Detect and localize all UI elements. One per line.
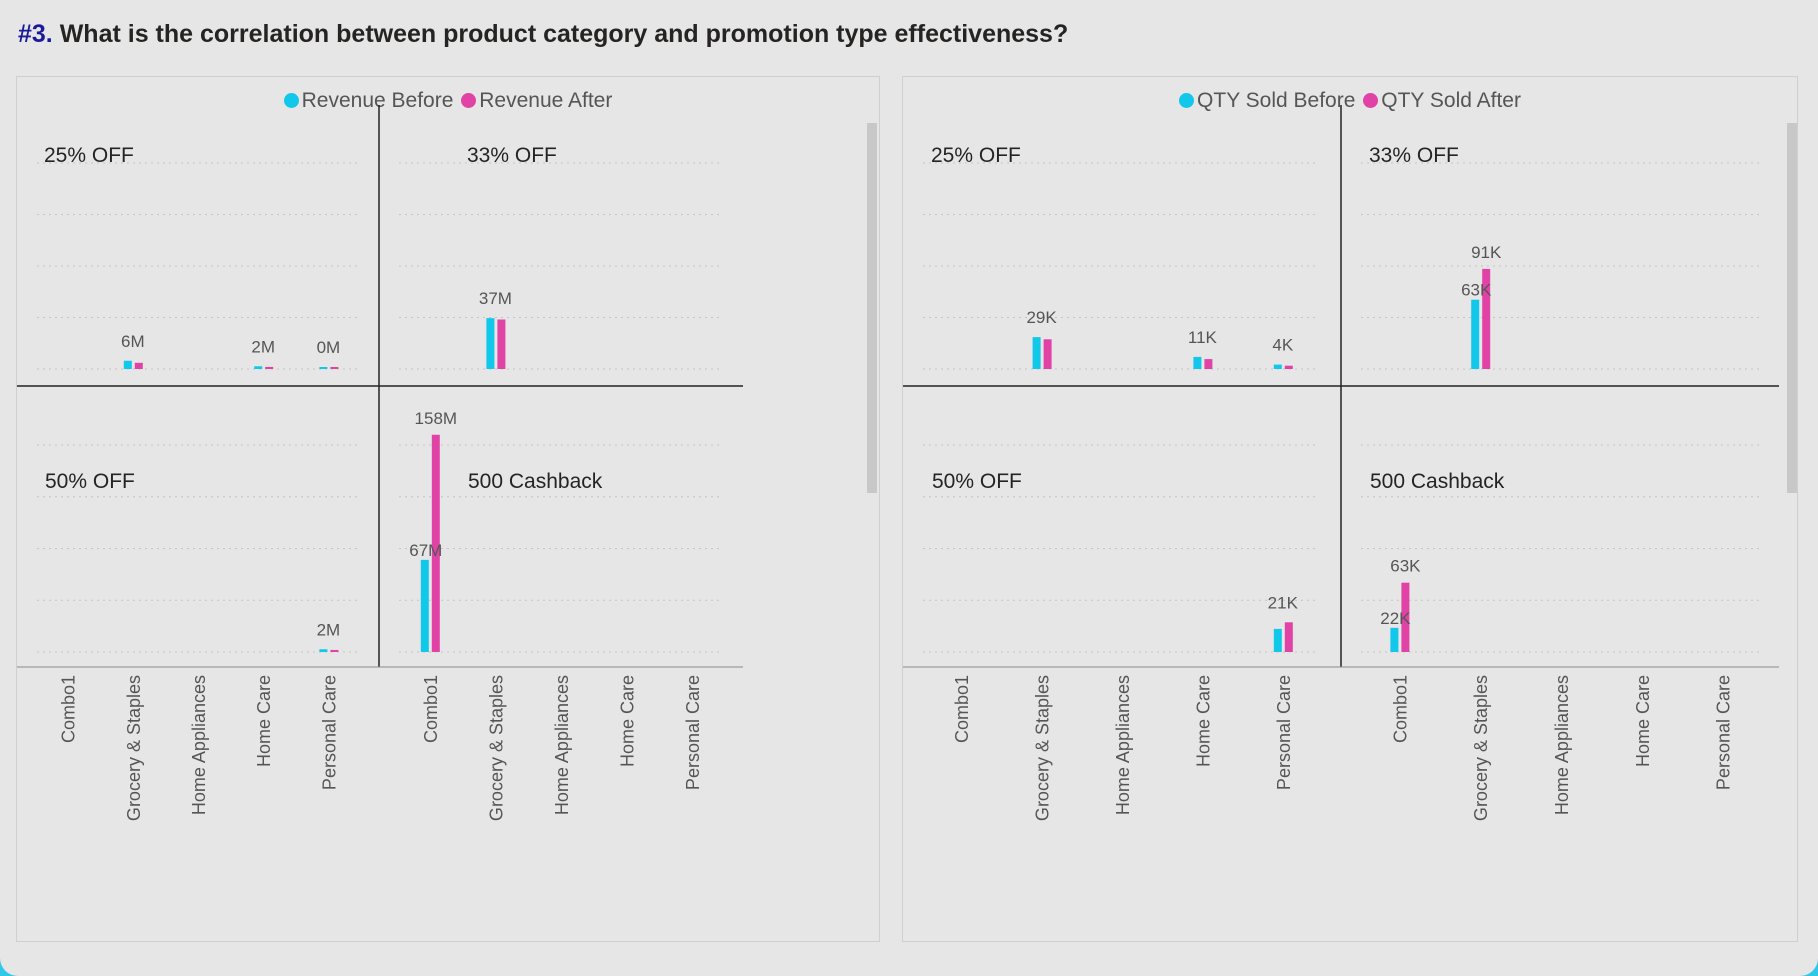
vertical-scrollbar[interactable] <box>867 123 877 493</box>
question-text: What is the correlation between product … <box>52 20 1069 48</box>
chart-legend: Revenue Before Revenue After <box>17 89 879 113</box>
page-title: #3. What is the correlation between prod… <box>18 20 1068 49</box>
bar-after <box>265 366 274 369</box>
data-label: 37M <box>479 289 512 308</box>
facet-title-500-cashback: 500 Cashback <box>1370 470 1505 493</box>
x-tick-label: Home Care <box>618 675 638 767</box>
data-label-before: 67M <box>409 541 442 560</box>
facet-title-25-off: 25% OFF <box>931 144 1021 167</box>
legend-label: Revenue Before <box>301 89 454 112</box>
x-tick-label: Home Appliances <box>1113 675 1133 815</box>
x-tick-label: Combo1 <box>952 675 972 743</box>
x-tick-label: Personal Care <box>683 675 703 790</box>
legend-item-before[interactable]: Revenue Before <box>283 89 454 113</box>
bar-after <box>330 367 339 369</box>
facet-title-25-off: 25% OFF <box>44 144 134 167</box>
bar-before <box>123 360 132 369</box>
data-label: 11K <box>1188 328 1218 347</box>
data-label: 2M <box>317 620 341 639</box>
data-label: 0M <box>317 338 341 357</box>
x-tick-label: Home Appliances <box>552 675 572 815</box>
data-label: 21K <box>1268 593 1299 612</box>
qty-chart-panel[interactable]: QTY Sold Before QTY Sold After 25% OFF 3… <box>902 76 1798 942</box>
x-tick-label: Home Care <box>1193 675 1213 767</box>
data-label: 4K <box>1272 336 1293 355</box>
bar-after <box>1482 268 1491 369</box>
x-tick-label: Grocery & Staples <box>486 675 506 821</box>
x-tick-label: Home Care <box>1633 675 1653 767</box>
data-label: 2M <box>251 337 275 356</box>
x-tick-label: Combo1 <box>1390 675 1410 743</box>
revenue-chart-panel[interactable]: Revenue Before Revenue After 25% OFF 33%… <box>16 76 880 942</box>
bar-after <box>1284 365 1293 369</box>
bar-before <box>1273 364 1282 369</box>
x-tick-label: Grocery & Staples <box>124 675 144 821</box>
bar-before <box>254 366 263 369</box>
bar-before <box>486 318 495 369</box>
bar-after <box>1284 622 1293 652</box>
x-tick-label: Personal Care <box>1274 675 1294 790</box>
bar-before <box>1273 628 1282 652</box>
bar-after <box>431 434 440 652</box>
bar-before <box>1471 299 1480 369</box>
data-label-before: 22K <box>1380 609 1411 628</box>
facet-title-50-off: 50% OFF <box>45 470 135 493</box>
x-tick-label: Combo1 <box>421 675 441 743</box>
chart-legend: QTY Sold Before QTY Sold After <box>903 89 1797 113</box>
bar-before <box>319 649 328 652</box>
legend-item-after[interactable]: QTY Sold After <box>1363 89 1521 113</box>
data-label-after: 63K <box>1390 557 1421 576</box>
data-label-after: 158M <box>415 409 458 428</box>
x-tick-label: Home Appliances <box>189 675 209 815</box>
x-tick-label: Home Appliances <box>1552 675 1572 815</box>
legend-dot-before <box>283 93 299 108</box>
data-label: 29K <box>1026 308 1057 327</box>
revenue-chart-svg: Combo1 Grocery & Staples Home Appliances Ho… <box>17 105 743 821</box>
legend-label: Revenue After <box>479 89 613 112</box>
data-label: 6M <box>121 332 145 351</box>
legend-label: QTY Sold Before <box>1197 89 1356 112</box>
bar-before <box>1390 627 1399 652</box>
data-label-before: 63K <box>1461 281 1492 300</box>
bar-before <box>319 367 328 369</box>
facet-title-33-off: 33% OFF <box>1369 144 1459 167</box>
bar-after <box>330 649 339 652</box>
bar-after <box>1043 339 1052 369</box>
legend-label: QTY Sold After <box>1381 89 1521 112</box>
bar-after <box>497 319 506 369</box>
facet-title-33-off: 33% OFF <box>467 144 557 167</box>
legend-item-after[interactable]: Revenue After <box>461 89 612 113</box>
qty-chart-svg: Combo1 Grocery & Staples Home Appliances Ho… <box>903 105 1779 821</box>
bar-before <box>420 559 429 652</box>
x-tick-label: Personal Care <box>1714 675 1734 790</box>
legend-dot-after <box>461 93 477 108</box>
bar-after <box>1204 359 1213 369</box>
bar-before <box>1193 356 1202 369</box>
question-number: #3. <box>18 20 53 48</box>
bar-after <box>1401 582 1410 652</box>
x-tick-label: Grocery & Staples <box>1471 675 1491 821</box>
x-tick-label: Home Care <box>254 675 274 767</box>
bar-before <box>1032 337 1041 369</box>
data-label-after: 91K <box>1471 243 1502 262</box>
x-tick-label: Grocery & Staples <box>1033 675 1053 821</box>
vertical-scrollbar[interactable] <box>1787 123 1797 493</box>
legend-dot-after <box>1363 93 1379 108</box>
x-tick-label: Personal Care <box>319 675 339 790</box>
bar-after <box>134 362 143 369</box>
facet-title-500-cashback: 500 Cashback <box>468 470 603 493</box>
facet-title-50-off: 50% OFF <box>932 470 1022 493</box>
x-tick-label: Combo1 <box>59 675 79 743</box>
legend-dot-before <box>1179 93 1195 108</box>
legend-item-before[interactable]: QTY Sold Before <box>1179 89 1355 113</box>
